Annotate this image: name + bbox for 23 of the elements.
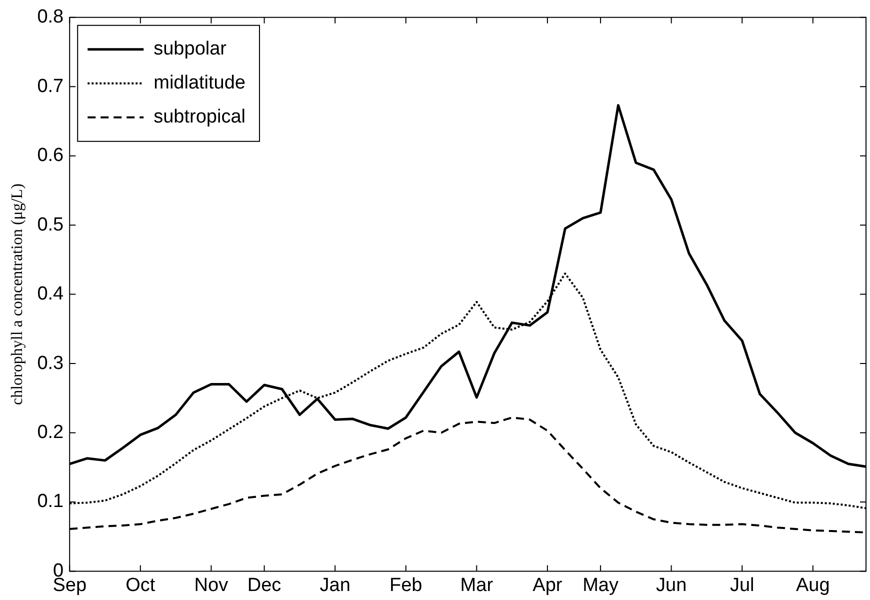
y-tick-label: 0.2 bbox=[37, 422, 64, 443]
x-tick-label: Feb bbox=[389, 574, 422, 596]
x-tick-label: Jul bbox=[730, 574, 754, 596]
y-tick-label: 0.4 bbox=[37, 284, 64, 305]
y-tick-label: 0.6 bbox=[37, 145, 64, 166]
y-tick-label: 0.8 bbox=[37, 6, 64, 28]
y-axis-title: chlorophyll a concentration (μg/L) bbox=[8, 184, 26, 405]
x-tick-label: Jun bbox=[656, 574, 687, 596]
legend-label: subpolar bbox=[154, 38, 228, 60]
y-tick-label: 0.5 bbox=[37, 214, 64, 236]
y-tick-label: 0.1 bbox=[37, 491, 64, 512]
y-tick-label: 0.3 bbox=[37, 352, 64, 374]
x-tick-label: Apr bbox=[532, 574, 563, 596]
legend-label: midlatitude bbox=[154, 72, 246, 94]
x-tick-label: Mar bbox=[460, 574, 494, 596]
x-tick-label: Nov bbox=[194, 574, 229, 596]
x-tick-label: Jan bbox=[320, 574, 350, 596]
x-tick-label: Aug bbox=[796, 574, 830, 596]
x-tick-label: Dec bbox=[247, 574, 282, 596]
x-tick-label: Oct bbox=[126, 574, 156, 596]
y-tick-label: 0.7 bbox=[37, 76, 64, 97]
legend-label: subtropical bbox=[154, 106, 246, 128]
x-tick-label: May bbox=[582, 574, 619, 596]
